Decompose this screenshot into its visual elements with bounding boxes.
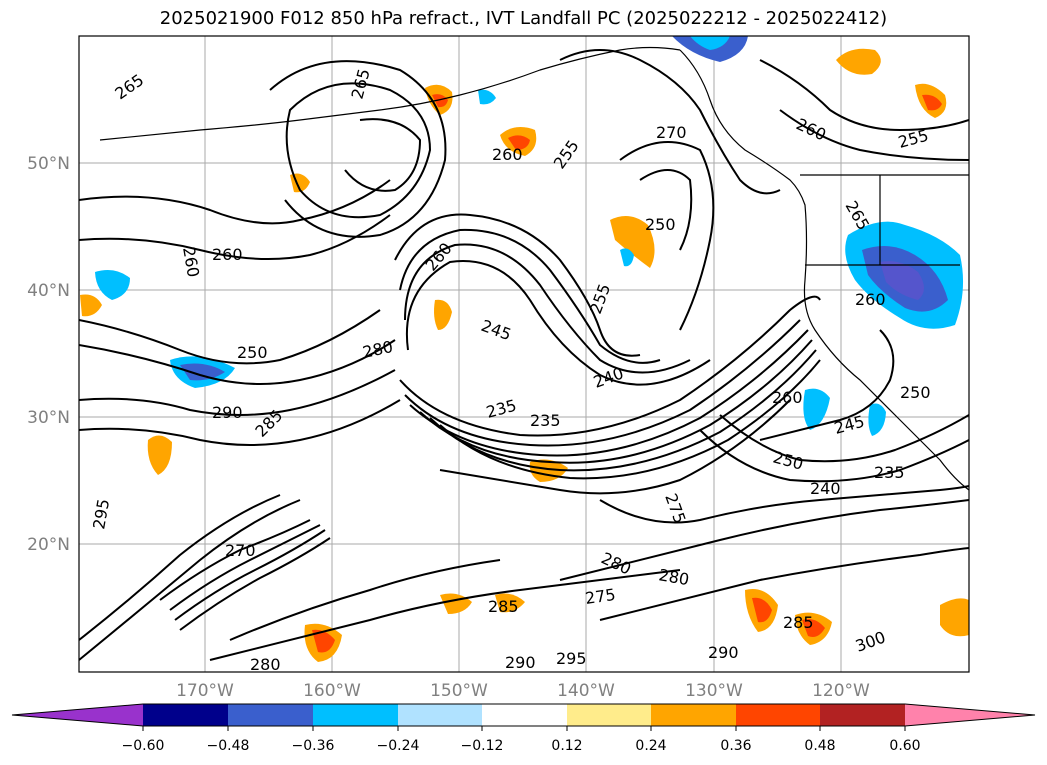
contour-label: 260 [855, 290, 886, 309]
contour-label: 260 [212, 245, 243, 264]
lon-label: 130°W [685, 681, 743, 701]
coastlines [99, 46, 969, 491]
contour-lines [79, 49, 969, 661]
colorbar-label: 0.36 [720, 738, 751, 754]
colorbar-bin [482, 704, 567, 726]
contour-label: 285 [783, 613, 814, 632]
contour-label: 290 [505, 653, 536, 672]
shaded-anomalies [80, 36, 969, 662]
contour-label: 270 [225, 541, 256, 560]
contour-label: 285 [488, 597, 519, 616]
colorbar-label: −0.60 [122, 738, 165, 754]
colorbar-label: 0.60 [889, 738, 920, 754]
colorbar-extend-left [12, 704, 143, 726]
colorbar-label: −0.24 [377, 738, 420, 754]
lon-label: 150°W [430, 681, 488, 701]
contour-label: 250 [237, 343, 268, 362]
colorbar-label: −0.36 [292, 738, 335, 754]
colorbar-extend-right [905, 704, 1035, 726]
lon-labels: 170°W 160°W 150°W 140°W 130°W 120°W [176, 681, 870, 701]
contour-label: 280 [250, 655, 281, 674]
colorbar-label: −0.12 [461, 738, 504, 754]
lon-label: 160°W [303, 681, 361, 701]
contour-label: 260 [772, 388, 803, 407]
colorbar-bin [143, 704, 228, 726]
colorbar-label: 0.48 [804, 738, 835, 754]
contour-label: 260 [492, 145, 523, 164]
contour-label: 295 [556, 649, 587, 668]
colorbar: −0.60 −0.48 −0.36 −0.24 −0.12 0.12 0.24 … [11, 703, 1036, 754]
lon-label: 120°W [812, 681, 870, 701]
lat-label: 30°N [27, 408, 70, 428]
colorbar-bin [651, 704, 736, 726]
contour-label: 235 [530, 411, 561, 430]
contour-label: 235 [874, 463, 905, 482]
colorbar-bin [228, 704, 313, 726]
plot-frame [78, 35, 970, 673]
colorbar-label: −0.48 [207, 738, 250, 754]
colorbar-bin [398, 704, 482, 726]
lon-label: 170°W [176, 681, 234, 701]
lat-labels: 50°N 40°N 30°N 20°N [27, 154, 70, 555]
map-title: 2025021900 F012 850 hPa refract., IVT La… [159, 8, 888, 29]
colorbar-bin [313, 704, 398, 726]
contour-label: 240 [810, 479, 841, 498]
gridlines [79, 36, 969, 672]
colorbar-bin [567, 704, 651, 726]
colorbar-bin [820, 704, 905, 726]
contour-label: 275 [584, 585, 617, 608]
contour-label: 290 [212, 403, 243, 422]
lat-label: 20°N [27, 535, 70, 555]
contour-label: 250 [900, 383, 931, 402]
colorbar-label: 0.12 [551, 738, 582, 754]
lat-label: 50°N [27, 154, 70, 174]
colorbar-bin [736, 704, 820, 726]
contour-label: 270 [656, 123, 687, 142]
lon-label: 140°W [557, 681, 615, 701]
colorbar-label: 0.24 [635, 738, 666, 754]
lat-label: 40°N [27, 281, 70, 301]
contour-label: 250 [645, 215, 676, 234]
contour-label: 290 [708, 643, 739, 662]
colorbar-ticks [142, 726, 906, 731]
